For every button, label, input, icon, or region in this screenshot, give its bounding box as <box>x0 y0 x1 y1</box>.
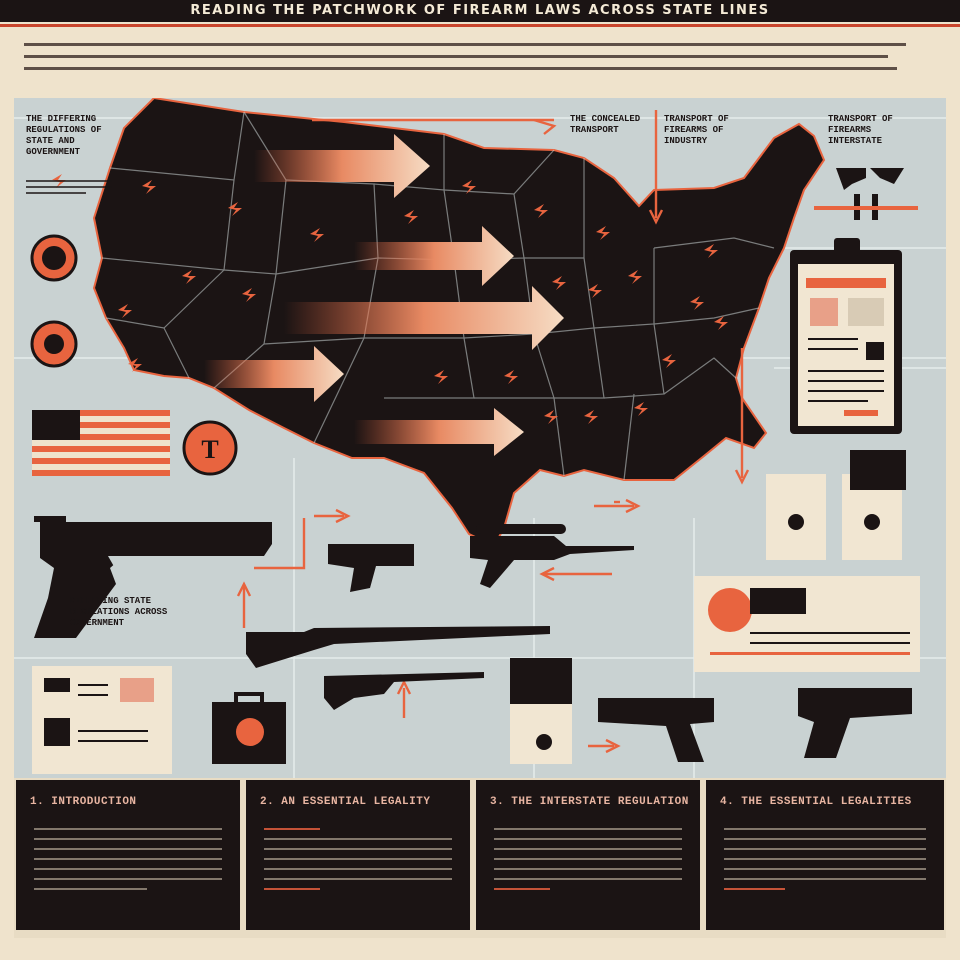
label-top-right: TRANSPORT OF FIREARMS INTERSTATE <box>828 114 893 146</box>
column-3: 3. THE INTERSTATE REGULATION <box>476 780 700 930</box>
handgun-large <box>34 516 272 638</box>
label-mid-left: DIFFERING STATE REGULATIONS ACROSS GOVER… <box>70 596 168 628</box>
column-4-heading: 4. THE ESSENTIAL LEGALITIES <box>720 796 912 808</box>
briefcase <box>212 692 286 764</box>
column-1-heading: 1. INTRODUCTION <box>30 796 137 808</box>
document-cards <box>32 450 920 774</box>
header-rule <box>0 24 960 27</box>
rifle-scoped <box>470 536 634 588</box>
header-bar <box>0 0 960 22</box>
us-map-illustration: T <box>14 98 946 778</box>
clipboard <box>790 238 902 434</box>
shotgun <box>246 626 550 668</box>
pistol-small <box>328 544 414 592</box>
carbine <box>324 672 484 710</box>
label-top-center: THE CONCEALED TRANSPORT <box>570 114 641 135</box>
intro-paragraph <box>24 34 924 84</box>
us-flag <box>32 410 170 476</box>
text-block-left <box>26 176 112 198</box>
label-top-left: THE DIFFERING REGULATIONS OF STATE AND G… <box>26 114 102 157</box>
svg-text:T: T <box>201 435 218 464</box>
column-3-heading: 3. THE INTERSTATE REGULATION <box>490 796 689 808</box>
badge-icons: T <box>30 234 238 476</box>
column-2: 2. AN ESSENTIAL LEGALITY <box>246 780 470 930</box>
pistol-right <box>598 698 714 762</box>
column-2-heading: 2. AN ESSENTIAL LEGALITY <box>260 796 431 808</box>
page-title: READING THE PATCHWORK OF FIREARM LAWS AC… <box>190 3 770 18</box>
column-4: 4. THE ESSENTIAL LEGALITIES <box>706 780 944 930</box>
infographic-panel: T <box>14 98 946 778</box>
column-1: 1. INTRODUCTION <box>16 780 240 930</box>
label-top-center-right: TRANSPORT OF FIREARMS OF INDUSTRY <box>664 114 729 146</box>
tools-icon <box>814 168 918 220</box>
pistol-far-right <box>798 688 912 758</box>
